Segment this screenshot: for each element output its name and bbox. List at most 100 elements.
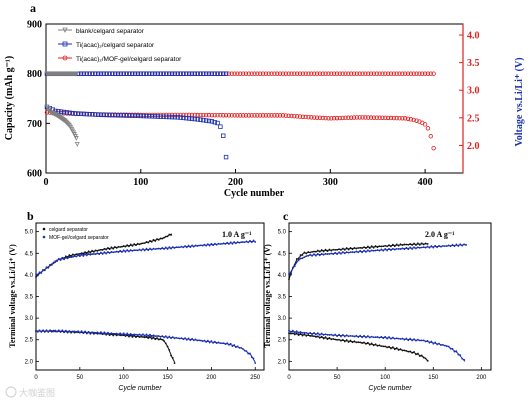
charge-point — [85, 254, 88, 257]
discharge-point — [136, 334, 139, 336]
discharge-point — [401, 349, 404, 352]
x-tick-label: 100 — [133, 177, 148, 188]
charge-point — [135, 244, 137, 247]
charge-point — [81, 71, 87, 76]
charge-point — [366, 71, 371, 76]
discharge-point — [291, 332, 294, 335]
discharge-point — [80, 330, 83, 333]
discharge-point — [47, 330, 50, 333]
charge-point — [142, 248, 144, 250]
discharge-point — [135, 333, 137, 336]
discharge-point — [378, 336, 381, 339]
discharge-point — [198, 339, 201, 342]
charge-point — [322, 253, 325, 256]
charge-point — [338, 248, 340, 251]
charge-point — [297, 71, 303, 76]
charge-point — [157, 247, 160, 250]
charge-point — [365, 251, 367, 253]
discharge-point — [103, 331, 106, 334]
charge-point — [295, 258, 298, 260]
charge-point — [366, 249, 369, 252]
discharge-point — [133, 333, 136, 336]
charge-point — [215, 71, 220, 76]
discharge-point — [455, 350, 458, 353]
charge-point — [135, 249, 137, 252]
charge-point — [238, 241, 241, 244]
discharge-point — [449, 347, 452, 350]
charge-point — [99, 248, 102, 251]
discharge-point — [124, 113, 129, 118]
discharge-point — [196, 339, 199, 342]
discharge-point — [247, 352, 250, 355]
discharge-point — [372, 344, 375, 347]
charge-point — [349, 251, 352, 254]
charge-point — [114, 246, 116, 248]
charge-point — [63, 258, 65, 261]
discharge-point — [135, 336, 137, 339]
y2-tick-label: 2.5 — [467, 113, 480, 124]
charge-point — [226, 71, 232, 76]
charge-point — [349, 246, 352, 249]
discharge-point — [324, 336, 327, 339]
discharge-point — [142, 336, 144, 338]
charge-point — [355, 247, 358, 250]
discharge-point — [232, 113, 237, 118]
charge-point — [107, 246, 109, 249]
charge-point — [320, 249, 323, 251]
discharge-point — [145, 335, 148, 338]
panel-c-ylabel: Terminal voltage vs.Li/Li⁺ (V) — [263, 244, 272, 348]
charge-point — [465, 244, 467, 246]
charge-point — [117, 251, 120, 253]
discharge-point — [345, 334, 348, 337]
discharge-point — [58, 109, 64, 114]
discharge-point — [328, 337, 331, 339]
discharge-point — [154, 338, 157, 341]
charge-point — [119, 249, 122, 252]
charge-point — [140, 249, 143, 252]
discharge-point — [326, 338, 329, 340]
discharge-point — [245, 350, 248, 353]
charge-point — [341, 247, 344, 250]
charge-point — [172, 71, 178, 76]
y-tick-label: 2.5 — [278, 338, 287, 344]
discharge-point — [443, 344, 446, 347]
charge-point — [147, 71, 152, 76]
charge-point — [354, 71, 360, 76]
discharge-point — [418, 355, 421, 358]
charge-point — [229, 241, 232, 244]
discharge-point — [164, 335, 167, 338]
charge-point — [422, 246, 425, 249]
charge-point — [215, 243, 218, 246]
charge-point — [288, 278, 290, 281]
discharge-point — [324, 333, 327, 336]
charge-point — [408, 71, 414, 76]
charge-point — [311, 254, 313, 257]
charge-point — [84, 251, 87, 254]
discharge-point — [292, 113, 297, 119]
discharge-point — [45, 329, 48, 332]
discharge-point — [52, 330, 55, 333]
discharge-point — [84, 330, 87, 333]
panel-label-c: c — [283, 209, 289, 223]
discharge-point — [370, 342, 373, 345]
discharge-point — [366, 341, 369, 344]
discharge-point — [107, 331, 109, 334]
charge-point — [359, 246, 362, 249]
charge-point — [436, 246, 439, 249]
discharge-point — [215, 120, 220, 126]
discharge-point — [246, 113, 252, 118]
charge-point — [57, 257, 60, 260]
charge-point — [299, 257, 302, 260]
discharge-point — [376, 336, 379, 338]
discharge-point — [157, 335, 160, 337]
charge-point — [411, 71, 416, 76]
charge-point — [121, 251, 123, 253]
discharge-point — [303, 333, 306, 336]
legend-label-1: Ti(acac)₂/celgard separator — [76, 42, 155, 49]
x-tick-label: 100 — [380, 375, 391, 381]
discharge-point — [368, 115, 374, 120]
charge-point — [340, 249, 342, 251]
y-tick-label: 600 — [27, 169, 42, 180]
discharge-point — [152, 114, 158, 119]
discharge-point — [170, 354, 172, 357]
